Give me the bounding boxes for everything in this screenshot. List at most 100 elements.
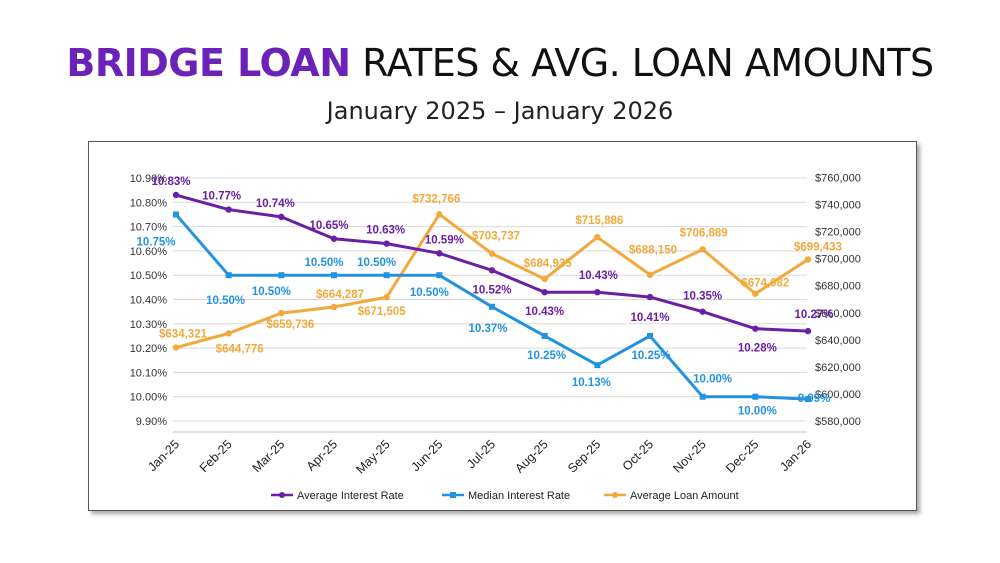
data-label: $644,776 (216, 343, 264, 355)
data-point (752, 325, 759, 332)
data-label: $659,736 (266, 319, 314, 331)
y-left-tick-label: 9.90% (136, 416, 167, 428)
y-left-tick-label: 10.20% (130, 343, 168, 355)
data-label: $732,766 (412, 193, 460, 205)
series-average-interest-rate (172, 191, 812, 335)
data-label: $688,150 (629, 245, 677, 257)
data-point (436, 272, 443, 279)
data-point (173, 211, 179, 218)
x-tick-label: Sep-25 (565, 437, 603, 475)
data-label: 10.75% (136, 236, 175, 248)
data-point (488, 250, 496, 257)
title-rest: RATES & AVG. LOAN AMOUNTS (362, 41, 934, 85)
x-tick-label: Jan-25 (145, 437, 182, 474)
data-point (594, 362, 601, 369)
data-label: 10.41% (630, 312, 669, 324)
data-point (805, 396, 811, 403)
data-point (699, 393, 706, 400)
data-label: 10.77% (202, 191, 241, 203)
data-label: $671,505 (358, 306, 407, 318)
series-line (175, 193, 809, 333)
data-point (436, 211, 443, 218)
data-point (436, 250, 443, 257)
page-title: BRIDGE LOAN RATES & AVG. LOAN AMOUNTS (0, 40, 1000, 86)
x-tick-label: Jul-25 (464, 437, 498, 471)
data-point (752, 393, 759, 400)
legend-swatch-marker (612, 492, 618, 498)
y-left-tick-label: 10.70% (130, 222, 168, 234)
data-point (646, 293, 654, 301)
y-right-tick-label: $620,000 (815, 362, 861, 374)
data-label: $715,886 (575, 215, 623, 227)
y-left-tick-label: 10.00% (130, 392, 168, 404)
data-point (225, 330, 232, 337)
legend-label: Average Loan Amount (630, 490, 739, 502)
data-label: $664,287 (316, 289, 364, 301)
legend-swatch-marker (450, 492, 456, 498)
data-label: 10.00% (693, 374, 732, 386)
data-point (331, 272, 337, 279)
data-label: 10.50% (304, 257, 343, 269)
y-left-tick-label: 10.40% (130, 295, 168, 307)
data-label: $699,433 (794, 241, 842, 253)
data-label: 10.83% (151, 176, 190, 188)
data-point (278, 272, 285, 279)
y-right-tick-label: $760,000 (815, 173, 861, 185)
combo-line-chart: 10.90% 10.80% 10.70% 10.60% 10.50% 10.40% 10.3… (130, 173, 861, 503)
page-subtitle: January 2025 – January 2026 (326, 97, 674, 125)
data-point (804, 327, 812, 335)
data-label: 10.50% (410, 287, 449, 299)
data-label: 10.52% (472, 284, 511, 296)
data-point (172, 344, 180, 351)
data-label: 10.28% (738, 343, 777, 355)
data-label: $684,935 (524, 258, 573, 270)
x-tick-label: Mar-25 (250, 437, 288, 475)
y-left-tick-label: 10.90% (130, 173, 168, 185)
data-point (383, 272, 390, 279)
title-highlight: BRIDGE LOAN (66, 41, 351, 85)
data-point (752, 290, 759, 297)
legend: Average Interest Rate Median Interest Rat… (271, 490, 739, 502)
data-label: $706,889 (680, 227, 728, 239)
data-point (594, 289, 601, 296)
data-label: 10.13% (572, 377, 611, 389)
y-right-tick-label: $680,000 (815, 281, 861, 293)
chart-panel: 10.90% 10.80% 10.70% 10.60% 10.50% 10.40% 10.3… (88, 141, 917, 511)
data-point (594, 233, 601, 241)
data-point (488, 267, 496, 274)
data-point (278, 309, 285, 317)
data-point (383, 240, 390, 247)
data-label: $703,737 (472, 231, 520, 243)
data-point (225, 206, 232, 213)
data-label: 10.63% (366, 225, 405, 237)
data-point (172, 191, 180, 199)
y-right-tick-label: $660,000 (815, 308, 861, 320)
data-label: $674,082 (741, 278, 789, 290)
series-median-interest-rate (173, 211, 811, 403)
data-label: 10.43% (525, 306, 564, 318)
data-point (647, 332, 653, 339)
data-point (278, 213, 285, 221)
data-point (541, 275, 548, 283)
x-tick-label: Dec-25 (723, 437, 761, 475)
data-label: 10.50% (252, 286, 291, 298)
data-label: 10.50% (357, 257, 396, 269)
data-point (804, 256, 812, 263)
y-left-tick-label: 10.50% (130, 270, 168, 282)
data-label: 10.43% (579, 270, 618, 282)
data-label: 10.65% (309, 220, 348, 232)
y-right-tick-label: $580,000 (815, 416, 861, 428)
data-point (541, 332, 548, 339)
x-tick-label: Feb-25 (197, 437, 235, 475)
data-point (646, 271, 654, 278)
x-tick-label: Jan-26 (777, 437, 814, 474)
data-point (383, 294, 390, 301)
data-point (699, 246, 706, 253)
y-right-tick-label: $700,000 (815, 254, 861, 266)
data-label: 10.35% (683, 291, 722, 303)
data-label: 10.50% (206, 295, 245, 307)
y-left-tick-label: 10.30% (130, 319, 168, 331)
data-label: $634,321 (159, 329, 208, 341)
data-label: 10.74% (256, 198, 295, 210)
y-right-tick-label: $640,000 (815, 335, 861, 347)
